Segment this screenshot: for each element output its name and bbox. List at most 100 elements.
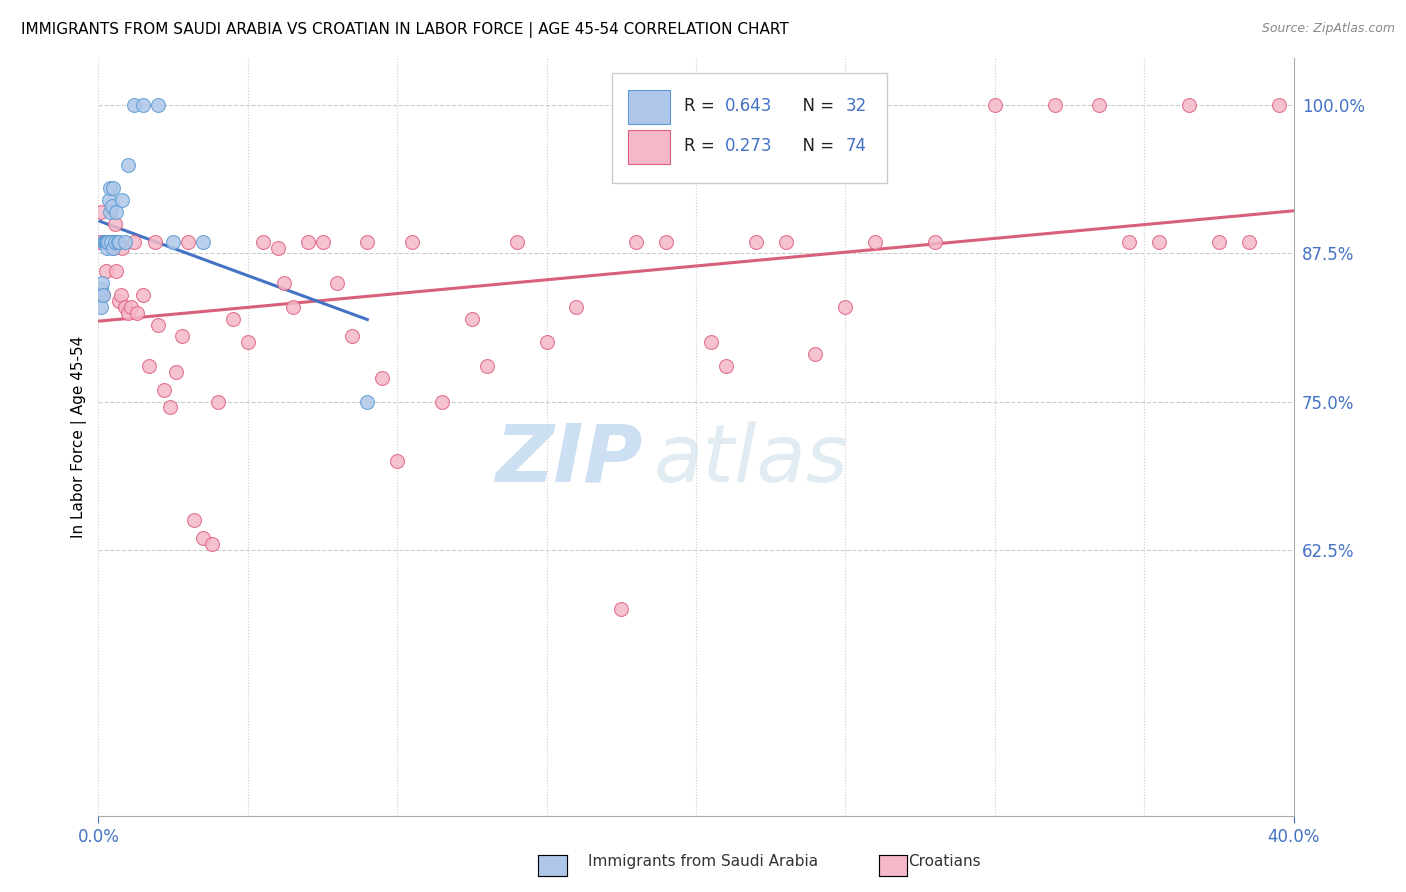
Point bbox=[100, 235, 122, 249]
Point bbox=[98, 181, 122, 195]
Point bbox=[984, 98, 1007, 112]
Point bbox=[775, 235, 797, 249]
Point bbox=[98, 235, 122, 249]
Text: Croatians: Croatians bbox=[908, 855, 981, 869]
Point bbox=[356, 235, 378, 249]
Point bbox=[93, 235, 115, 249]
Point bbox=[96, 235, 118, 249]
Point bbox=[655, 235, 678, 249]
Point bbox=[91, 276, 114, 290]
Point bbox=[148, 98, 170, 112]
Point bbox=[236, 335, 259, 350]
Text: Immigrants from Saudi Arabia: Immigrants from Saudi Arabia bbox=[588, 855, 818, 869]
Point bbox=[91, 288, 114, 302]
Point bbox=[148, 318, 170, 332]
Text: R =: R = bbox=[685, 96, 720, 115]
Text: IMMIGRANTS FROM SAUDI ARABIA VS CROATIAN IN LABOR FORCE | AGE 45-54 CORRELATION : IMMIGRANTS FROM SAUDI ARABIA VS CROATIAN… bbox=[21, 22, 789, 38]
Point bbox=[104, 235, 127, 249]
Point bbox=[311, 235, 333, 249]
Point bbox=[1267, 98, 1289, 112]
Point bbox=[138, 359, 160, 373]
Point bbox=[191, 531, 214, 545]
Point bbox=[461, 311, 484, 326]
Point bbox=[108, 293, 131, 308]
Point bbox=[105, 264, 128, 278]
Point bbox=[430, 394, 453, 409]
Point bbox=[117, 158, 139, 172]
Point bbox=[143, 235, 166, 249]
Point bbox=[120, 300, 142, 314]
Point bbox=[506, 235, 529, 249]
Point bbox=[207, 394, 229, 409]
Point bbox=[124, 235, 146, 249]
Point bbox=[101, 235, 124, 249]
Point bbox=[159, 401, 181, 415]
Point bbox=[108, 235, 131, 249]
Point bbox=[714, 359, 737, 373]
Point bbox=[111, 240, 134, 254]
Point bbox=[183, 513, 205, 527]
Point bbox=[385, 454, 409, 468]
Point bbox=[834, 300, 856, 314]
Point bbox=[94, 264, 117, 278]
Point bbox=[153, 383, 176, 397]
Text: 74: 74 bbox=[845, 137, 866, 155]
Point bbox=[297, 235, 319, 249]
Point bbox=[90, 205, 112, 219]
Point bbox=[101, 240, 124, 254]
Point bbox=[97, 235, 120, 249]
Point bbox=[114, 235, 136, 249]
Point bbox=[1208, 235, 1230, 249]
Point bbox=[97, 193, 120, 207]
Point bbox=[745, 235, 768, 249]
Point bbox=[104, 217, 127, 231]
Text: R =: R = bbox=[685, 137, 720, 155]
Point bbox=[1147, 235, 1170, 249]
Point bbox=[162, 235, 184, 249]
Text: Source: ZipAtlas.com: Source: ZipAtlas.com bbox=[1261, 22, 1395, 36]
Text: N =: N = bbox=[792, 137, 839, 155]
Point bbox=[172, 329, 194, 343]
Point bbox=[97, 235, 120, 249]
Point bbox=[107, 235, 129, 249]
Point bbox=[110, 288, 132, 302]
Point bbox=[127, 306, 149, 320]
Point bbox=[101, 199, 124, 213]
Point bbox=[93, 235, 115, 249]
Point bbox=[281, 300, 304, 314]
Point bbox=[90, 300, 112, 314]
Point bbox=[93, 235, 115, 249]
Point bbox=[273, 276, 295, 290]
Point bbox=[475, 359, 498, 373]
Point bbox=[103, 181, 125, 195]
Point bbox=[89, 288, 111, 302]
Point bbox=[610, 602, 633, 616]
Point bbox=[1088, 98, 1111, 112]
Point bbox=[401, 235, 423, 249]
Point bbox=[114, 300, 136, 314]
Point bbox=[1178, 98, 1201, 112]
Text: 0.273: 0.273 bbox=[724, 137, 772, 155]
Point bbox=[124, 98, 146, 112]
Point bbox=[91, 288, 114, 302]
Point bbox=[536, 335, 558, 350]
Point bbox=[177, 235, 200, 249]
Bar bbox=[628, 90, 669, 124]
FancyBboxPatch shape bbox=[613, 73, 887, 183]
Point bbox=[326, 276, 349, 290]
Point bbox=[1043, 98, 1066, 112]
Bar bbox=[628, 130, 669, 164]
Point bbox=[94, 235, 117, 249]
Point bbox=[222, 311, 245, 326]
Point bbox=[356, 394, 378, 409]
Point bbox=[626, 235, 648, 249]
Text: ZIP: ZIP bbox=[495, 421, 643, 499]
Text: atlas: atlas bbox=[654, 421, 849, 499]
Point bbox=[371, 371, 394, 385]
Point bbox=[132, 98, 155, 112]
Text: 32: 32 bbox=[845, 96, 866, 115]
Point bbox=[924, 235, 946, 249]
Point bbox=[117, 306, 139, 320]
Point bbox=[90, 282, 112, 296]
Point bbox=[96, 240, 118, 254]
